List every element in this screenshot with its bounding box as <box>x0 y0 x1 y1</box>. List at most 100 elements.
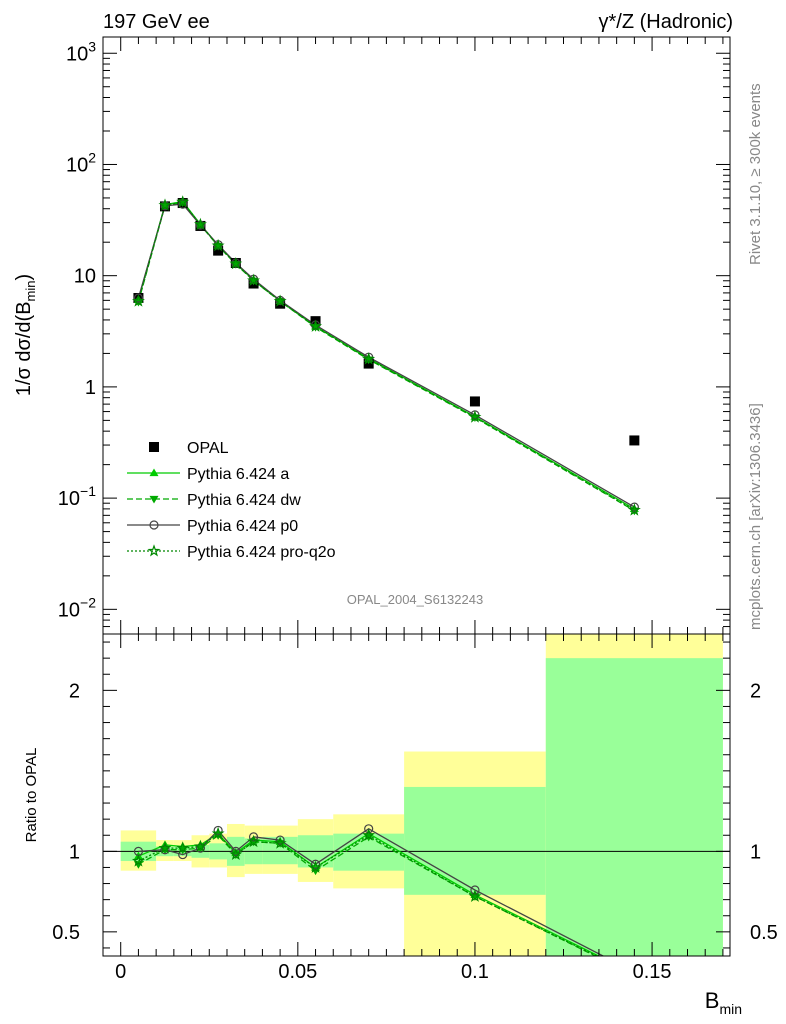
main-marker-1 <box>213 242 223 251</box>
x-axis-label-sub: min <box>719 1001 742 1017</box>
x-axis-label: Bmin <box>705 988 742 1017</box>
legend-label-3: Pythia 6.424 pro-q2o <box>187 544 336 561</box>
ratio-marker-2 <box>310 859 321 869</box>
legend: OPAL Pythia 6.424 a Pythia 6.424 dw Pythia … <box>127 440 336 561</box>
main-marker-3 <box>247 273 261 286</box>
main-marker-1 <box>470 414 480 423</box>
main-ytick-label: 1 <box>85 377 96 399</box>
ratio-marker-2 <box>470 885 480 895</box>
header-right: γ*/Z (Hadronic) <box>599 11 733 33</box>
ratio-ytick-label: 1 <box>69 841 80 863</box>
data-point <box>213 245 224 256</box>
x-tick-label: 0.05 <box>278 961 317 983</box>
ratio-ytick-label-right: 2 <box>750 680 761 702</box>
main-ylabel-sub: min <box>23 280 38 301</box>
header-left: 197 GeV ee <box>103 11 210 33</box>
ratio-band-inner <box>545 658 723 956</box>
main-marker-3 <box>176 195 190 208</box>
main-marker-3 <box>229 257 243 270</box>
main-panel: 10−2 10−1 1 10 102 103 OPAL_2004_S6132243 1/σ… <box>13 36 731 635</box>
main-marker-3 <box>468 410 482 423</box>
legend-label-data: OPAL <box>187 440 229 457</box>
ratio-frame <box>102 633 731 957</box>
ratio-line-2 <box>138 828 605 956</box>
mcplots-label: mcplots.cern.ch [arXiv:1306.3436] <box>747 403 764 630</box>
main-marker-3 <box>362 352 376 365</box>
legend-marker-2 <box>149 520 159 530</box>
ratio-marker-2 <box>275 835 285 845</box>
main-line-2 <box>137 203 635 508</box>
ratio-ytick-label: 2 <box>69 680 80 702</box>
ratio-uncertainty-bands <box>120 634 723 956</box>
main-marker-2 <box>629 502 639 512</box>
main-marker-2 <box>178 199 188 209</box>
ratio-marker-3 <box>193 839 207 853</box>
main-marker-1 <box>249 277 259 286</box>
main-ytick-label: 10−2 <box>58 594 96 621</box>
legend-label-2: Pythia 6.424 p0 <box>187 518 298 535</box>
ratio-ytick-label-right: 0.5 <box>750 922 778 944</box>
main-marker-3 <box>309 319 323 332</box>
ratio-marker-2 <box>248 832 259 842</box>
legend-label-0: Pythia 6.424 a <box>187 466 289 483</box>
main-ylabel-text: 1/σ dσ/d(B <box>13 301 35 396</box>
main-marker-3 <box>273 294 287 307</box>
ratio-marker-3 <box>211 826 225 840</box>
ratio-band-inner <box>404 786 546 895</box>
legend-marker-3 <box>147 544 161 557</box>
main-axis-ticks: 10−2 10−1 1 10 102 103 <box>58 37 730 635</box>
main-markers <box>132 195 641 516</box>
ratio-marker-3 <box>229 847 243 861</box>
ratio-marker-2 <box>364 824 374 834</box>
rivet-label: Rivet 3.1.10, ≥ 300k events <box>747 83 764 265</box>
legend-marker-0 <box>149 468 159 477</box>
legend-marker-data <box>149 442 159 452</box>
main-marker-3 <box>627 503 641 516</box>
ratio-ytick-label: 0.5 <box>52 922 80 944</box>
ratio-marker-2 <box>213 825 223 836</box>
x-axis-label-text: B <box>705 988 720 1013</box>
ratio-panel: 0.5 0.5 1 1 2 2 0 0.05 0.1 0.15 Ratio to OPAL Bmi… <box>23 633 778 1017</box>
ratio-marker-3 <box>158 841 172 854</box>
main-marker-1 <box>160 202 170 211</box>
legend-label-1: Pythia 6.424 dw <box>187 492 301 509</box>
x-tick-label: 0.15 <box>633 961 672 983</box>
ratio-markers <box>131 824 482 902</box>
main-marker-3 <box>193 217 207 231</box>
ratio-marker-3 <box>176 841 190 854</box>
main-marker-2 <box>133 293 144 303</box>
main-ytick-label: 102 <box>66 149 96 176</box>
ratio-marker-3 <box>468 889 482 902</box>
main-ylabel-end: ) <box>13 274 35 281</box>
analysis-id: OPAL_2004_S6132243 <box>347 592 483 607</box>
ratio-marker-2 <box>160 845 170 855</box>
ratio-line-1 <box>138 834 597 956</box>
ratio-marker-3 <box>273 836 287 849</box>
main-marker-3 <box>158 198 172 211</box>
main-marker-1 <box>364 356 374 365</box>
main-ytick-label: 10−1 <box>58 483 96 510</box>
main-ytick-label: 103 <box>66 38 96 65</box>
ratio-marker-3 <box>247 834 261 848</box>
ratio-marker-3 <box>131 854 145 867</box>
ratio-marker-3 <box>309 860 322 873</box>
main-line-1 <box>137 201 635 512</box>
main-marker-1 <box>231 260 241 269</box>
ratio-marker-2 <box>231 846 241 856</box>
ratio-marker-3 <box>362 828 376 841</box>
ratio-ylabel: Ratio to OPAL <box>23 748 40 843</box>
main-ytick-label: 10 <box>74 266 96 288</box>
main-ylabel: 1/σ dσ/d(Bmin) <box>13 274 38 396</box>
ratio-marker-2 <box>195 843 206 853</box>
main-marker-1 <box>195 221 205 230</box>
ratio-axis-ticks: 0.5 0.5 1 1 2 2 0 0.05 0.1 0.15 <box>52 634 778 983</box>
data-point <box>469 396 480 407</box>
ratio-ytick-label-right: 1 <box>750 841 761 863</box>
x-tick-label: 0 <box>115 961 126 983</box>
main-series-lines <box>137 200 635 512</box>
main-marker-3 <box>132 294 145 307</box>
main-marker-3 <box>211 238 225 252</box>
x-tick-label: 0.1 <box>461 961 489 983</box>
data-point <box>629 435 640 446</box>
